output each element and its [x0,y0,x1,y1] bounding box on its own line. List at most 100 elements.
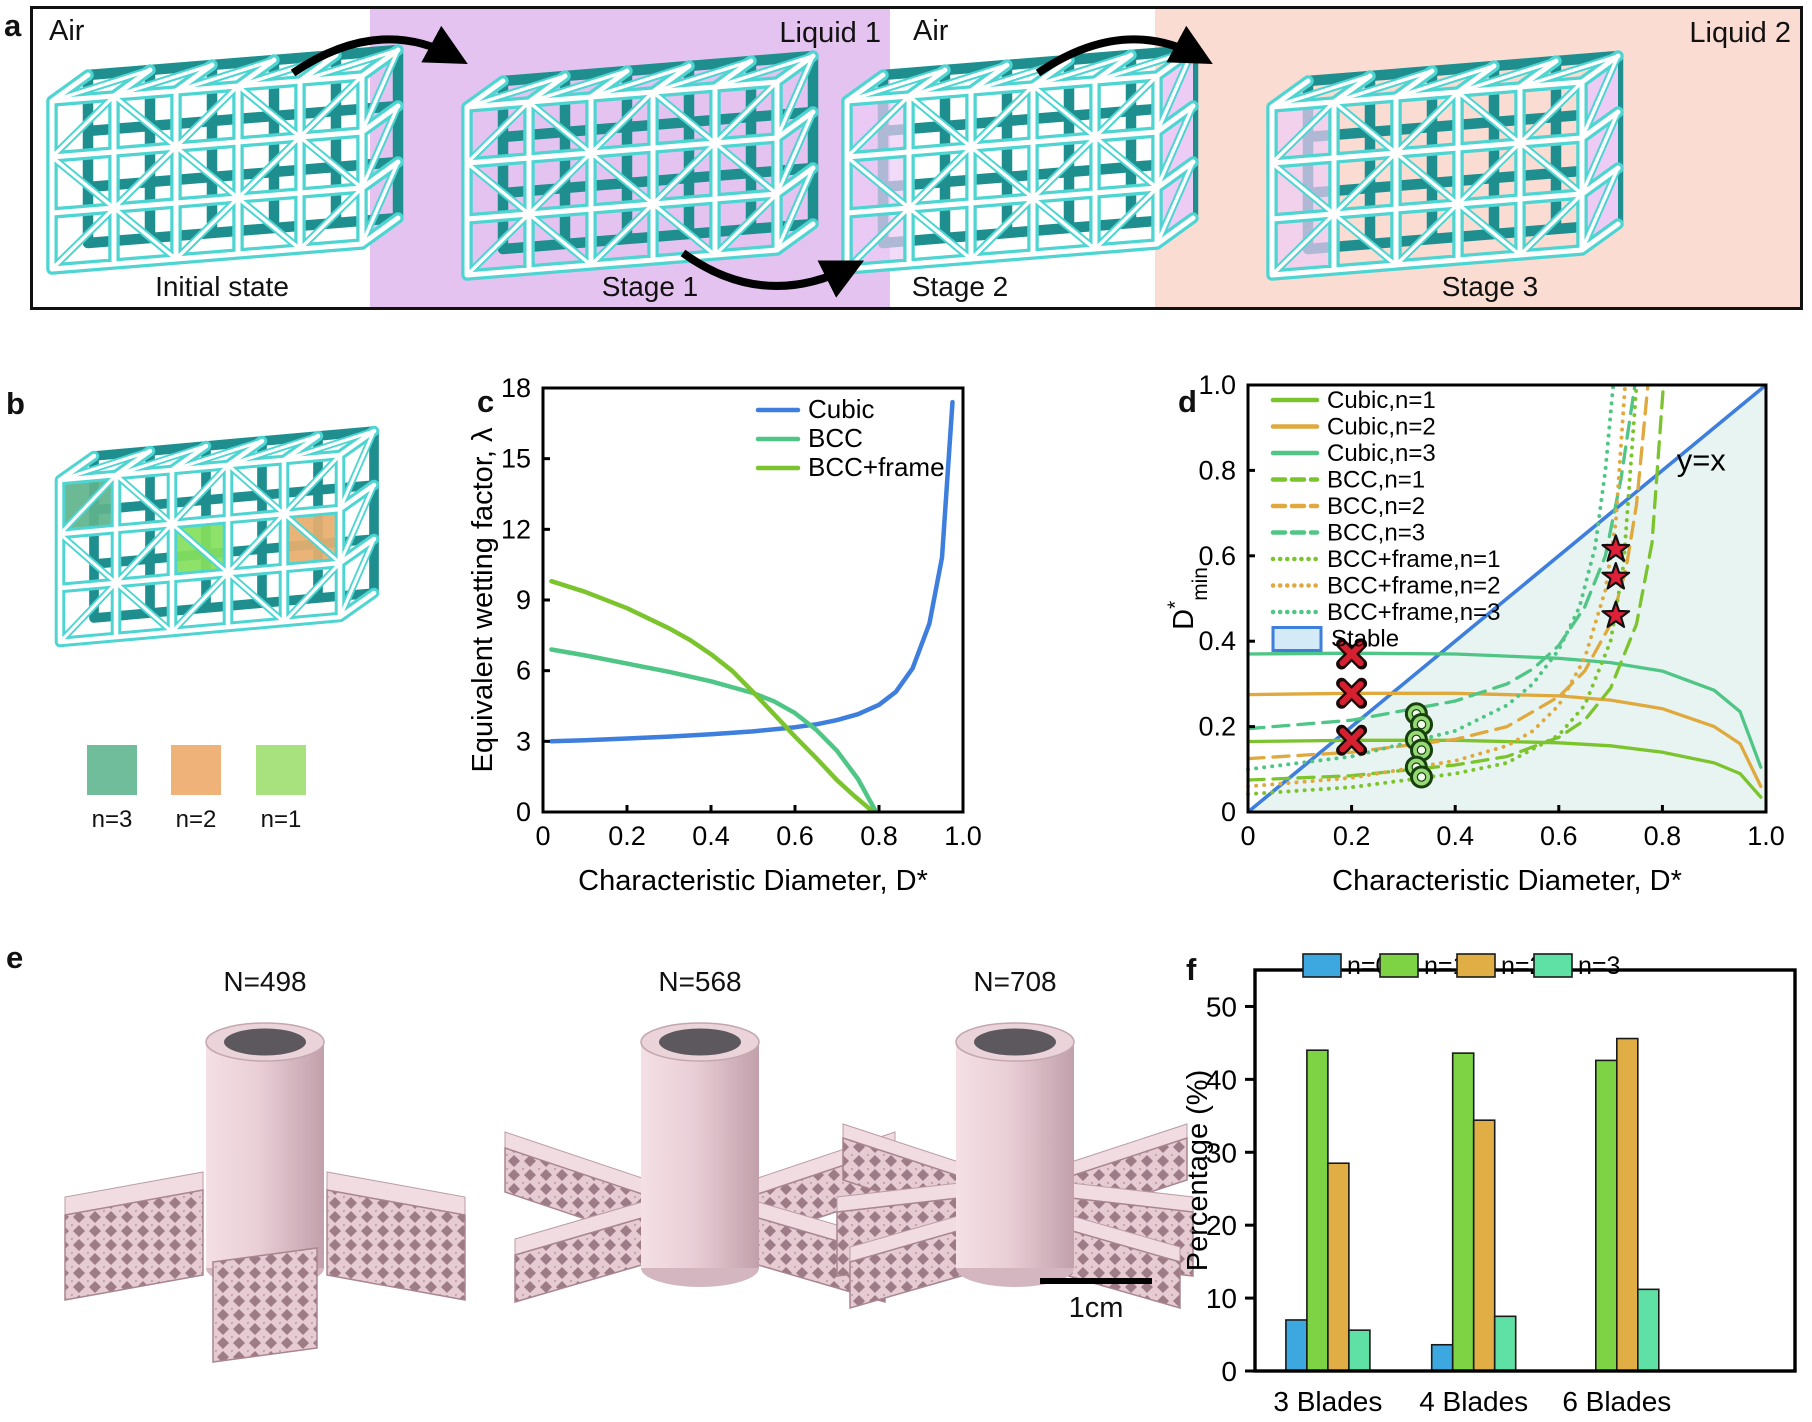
env-label-liquid-2: Liquid 2 [1689,17,1791,49]
y-tick-label: 0 [1221,1356,1237,1387]
legend-entry-Cubic: Cubic [808,394,874,424]
legend-entry-BCC: BCC [808,423,863,453]
legend-entry-BCC+frame,n=3: BCC+frame,n=3 [1327,599,1500,626]
y-tick-label: 40 [1206,1064,1237,1095]
x-tick-label: 0 [1240,821,1255,851]
category-label: 6 Blades [1562,1386,1671,1417]
marker-circle-icon [1410,765,1434,789]
y-tick-label: 15 [501,444,531,474]
category-label: 4 Blades [1419,1386,1528,1417]
legend-swatch-n2 [171,745,221,795]
panel-label-d: d [1178,384,1197,419]
legend-entry-BCC,n=1: BCC,n=1 [1327,467,1425,494]
y-tick-label: 0.2 [1198,712,1236,742]
y-tick-label: 9 [516,585,531,615]
y-tick-label: 0 [516,797,531,827]
turbine-title-2: N=568 [658,966,742,997]
x-tick-label: 0.4 [692,821,730,851]
bar-3 Blades-n=1 [1306,1049,1329,1372]
y-axis-label: Equivalent wetting factor, λ [468,427,499,772]
x-tick-label: 0.6 [1540,821,1578,851]
y-tick-label: 12 [501,514,531,544]
env-label-air-2: Air [913,15,949,47]
chart-wetting-factor: 0 0.2 0.4 0.6 0.8 1.0 0 3 6 9 12 15 18 Characteristic… [467,372,1120,917]
chart-f-canvas: 0 10 20 30 40 50 3 Blades 4 Blades 6 Blades Perce… [1182,952,1797,1417]
env-label-air-1: Air [49,15,85,47]
series-Cubic [549,399,955,744]
env-label-liquid-1: Liquid 1 [779,17,881,49]
legend-label-n1: n=1 [260,806,302,833]
lattice-unit-cells [54,425,380,648]
marker-x-icon [1336,638,1368,670]
panel-label-b: b [6,386,25,421]
turbine-illustration [64,1022,466,1363]
cylinder-body [956,1042,1074,1268]
bar-3 Blades-n=0 [1285,1319,1308,1372]
series-BCC+frame [549,578,873,812]
cylinder-body [206,1042,324,1268]
x-tick-label: 0.8 [1644,821,1682,851]
bar-4 Blades-n=3 [1493,1315,1517,1372]
legend-label-n2: n=2 [175,806,217,833]
legend-swatch-n=2 [1456,953,1496,978]
x-tick-label: 0.2 [1333,821,1371,851]
y-tick-label: 6 [516,656,531,686]
arrow-stage1-to-stage2-icon [680,249,865,298]
lattice-wireframe [46,44,404,275]
bar-3 Blades-n=3 [1348,1329,1371,1372]
caption-stage-2: Stage 2 [911,271,1009,302]
caption-stage-3: Stage 3 [1441,271,1539,302]
panel-a-box: Air Liquid 1 Air Liquid 2 Initial state … [30,6,1803,310]
turbine-render-6-blades [836,1022,1194,1309]
legend-swatch-n=0 [1302,953,1342,978]
panel-label-f: f [1186,952,1197,987]
x-tick-label: 1.0 [1747,821,1785,851]
series-Cubic,n=2 [1246,691,1763,789]
panel-label-a: a [4,8,22,43]
series-BCC,n=3 [1246,383,1637,731]
marker-star-icon [1601,600,1631,628]
caption-stage-1: Stage 1 [601,271,699,302]
cylinder-hole [659,1028,741,1056]
turbine-render-3-blades [64,1022,466,1363]
y-tick-label: 0.4 [1198,626,1236,656]
x-tick-label: 0.4 [1436,821,1474,851]
legend-swatch-n3 [87,745,137,795]
x-tick-label: 0.2 [608,821,646,851]
marker-star-icon [1601,534,1631,562]
turbine-illustration [836,1022,1194,1309]
arrow-stage2-to-stage3-icon [1035,25,1213,77]
y-tick-label: 3 [516,726,531,756]
marker-x-icon [1336,677,1368,709]
legend-entry-Cubic,n=2: Cubic,n=2 [1327,414,1436,441]
y-tick-label: 0 [1221,797,1236,827]
marker-star-icon [1601,562,1631,590]
lattice-wireframe [1266,50,1624,281]
lattice-wireframe [461,50,819,281]
lattice-stage-2 [841,44,1199,275]
panel-label-e: e [6,940,24,975]
x-axis-label: Characteristic Diameter, D* [578,865,928,897]
legend-entry-Cubic,n=3: Cubic,n=3 [1327,440,1436,467]
x-tick-label: 0.6 [776,821,814,851]
series-BCC+frame,n=3 [1246,383,1616,772]
legend-swatch-n=1 [1379,953,1419,978]
legend-entry-BCC+frame,n=2: BCC+frame,n=2 [1327,573,1500,600]
cylinder-hole [974,1028,1056,1056]
bar-6 Blades-n=1 [1594,1059,1618,1372]
series-BCC+frame,n=1 [1246,383,1639,797]
lattice-initial-state [46,44,404,275]
y-tick-label: 18 [501,373,531,403]
legend-entry-Cubic,n=1: Cubic,n=1 [1327,387,1436,414]
lattice-wireframe [54,425,380,648]
bar-3 Blades-n=2 [1327,1162,1350,1372]
legend-entry-BCC+frame,n=1: BCC+frame,n=1 [1327,546,1500,573]
legend-swatch-n1 [256,745,306,795]
y-tick-label: 20 [1206,1210,1237,1241]
annotation-y-equals-x: y=x [1677,442,1727,477]
lattice-stage-1 [461,50,819,281]
legend-swatch-stable [1271,626,1323,652]
series-Cubic,n=1 [1246,738,1763,799]
bar-6 Blades-n=3 [1636,1288,1660,1372]
